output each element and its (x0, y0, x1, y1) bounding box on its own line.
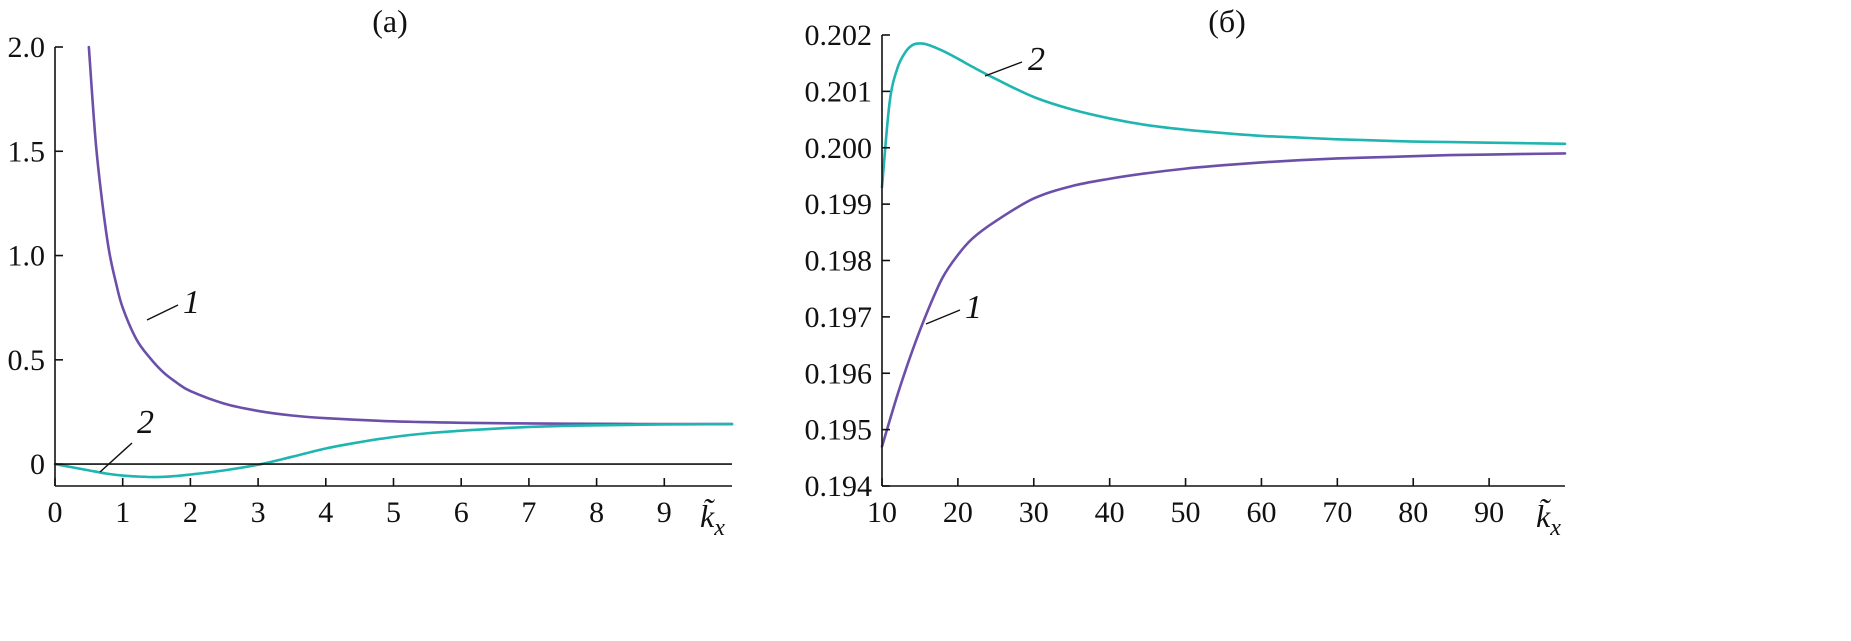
y-tick-label: 2.0 (8, 31, 46, 64)
panel-b-curve-2-leader (984, 61, 1023, 77)
svg-text:k̃x: k̃x (1536, 498, 1561, 541)
panel-b: (б) 10 20 30 40 50 60 70 80 90 0.2020.2010.2000.… (805, 3, 1567, 541)
panel-a-series-2-line (53, 422, 734, 479)
panel-a-curve-2-leader (99, 442, 133, 473)
y-tick-label: 1.0 (8, 240, 46, 273)
panel-b-curves (880, 42, 1567, 448)
y-tick-label: 0.202 (805, 19, 873, 52)
x-tick-label: 1 (115, 496, 130, 529)
panel-a-y-ticks: 2.0 1.5 1.0 0.5 0 (8, 31, 63, 481)
panel-a-curve-1-label: 1 (183, 284, 200, 321)
x-tick-label: 3 (251, 496, 266, 529)
panel-b-x-axis-label: k̃x (1536, 498, 1561, 541)
x-tick-label: 0 (48, 496, 63, 529)
panel-b-curve-1-label: 1 (965, 289, 982, 326)
x-tick-label: 20 (943, 496, 973, 529)
x-tick-label: 30 (1019, 496, 1049, 529)
x-tick-label: 6 (454, 496, 469, 529)
panel-b-curve-2-label: 2 (1028, 41, 1045, 78)
panel-a-x-ticks: 0 1 2 3 4 5 6 7 8 9 (48, 478, 672, 529)
y-tick-label: 1.5 (8, 135, 46, 168)
panel-a-series-1-line (87, 45, 734, 426)
y-tick-label: 0.198 (805, 245, 873, 278)
svg-text:k̃x: k̃x (700, 498, 725, 541)
x-tick-label: 9 (657, 496, 672, 529)
panel-a-curve-1-leader (146, 304, 179, 321)
panel-b-series-1-line (880, 152, 1567, 448)
panel-b-axes (881, 35, 1565, 487)
panel-a-label: (a) (372, 3, 408, 39)
panel-b-y-ticks: 0.202 0.201 0.200 0.199 0.198 0.197 0.196 0.195… (805, 19, 890, 503)
panel-a-x-axis-label: k̃x (700, 498, 725, 541)
x-tick-label: 10 (867, 496, 897, 529)
x-tick-label: 5 (386, 496, 401, 529)
y-tick-label: 0.199 (805, 188, 873, 221)
x-tick-label: 40 (1095, 496, 1125, 529)
y-tick-label: 0.194 (805, 470, 873, 503)
x-tick-label: 2 (183, 496, 198, 529)
panel-a: (a) 0 1 2 3 4 5 6 7 8 9 2.0 1.5 1.0 0.5 0 k̃x 1 2 (8, 3, 734, 541)
y-tick-label: 0 (30, 448, 45, 481)
panel-a-x-axis-subscript: x (713, 515, 725, 541)
x-tick-label: 90 (1474, 496, 1504, 529)
x-tick-label: 7 (521, 496, 536, 529)
panel-b-x-axis-var: k̃ (1536, 498, 1551, 534)
panel-b-series-2-line (880, 42, 1567, 189)
panel-b-x-axis-subscript: x (1549, 515, 1561, 541)
y-tick-label: 0.197 (805, 301, 873, 334)
panel-a-curve-2-label: 2 (137, 404, 154, 441)
x-tick-label: 70 (1322, 496, 1352, 529)
panel-b-label: (б) (1208, 3, 1246, 39)
y-tick-label: 0.200 (805, 132, 873, 165)
x-tick-label: 4 (318, 496, 333, 529)
panel-a-curves (53, 45, 734, 479)
panel-b-x-ticks: 10 20 30 40 50 60 70 80 90 (867, 478, 1504, 529)
panel-b-curve-1-leader (925, 309, 961, 325)
x-tick-label: 80 (1398, 496, 1428, 529)
y-tick-label: 0.5 (8, 344, 46, 377)
y-tick-label: 0.196 (805, 357, 873, 390)
panel-a-x-axis-var: k̃ (700, 498, 715, 534)
x-tick-label: 8 (589, 496, 604, 529)
x-tick-label: 60 (1246, 496, 1276, 529)
y-tick-label: 0.195 (805, 414, 873, 447)
y-tick-label: 0.201 (805, 75, 873, 108)
x-tick-label: 50 (1171, 496, 1201, 529)
